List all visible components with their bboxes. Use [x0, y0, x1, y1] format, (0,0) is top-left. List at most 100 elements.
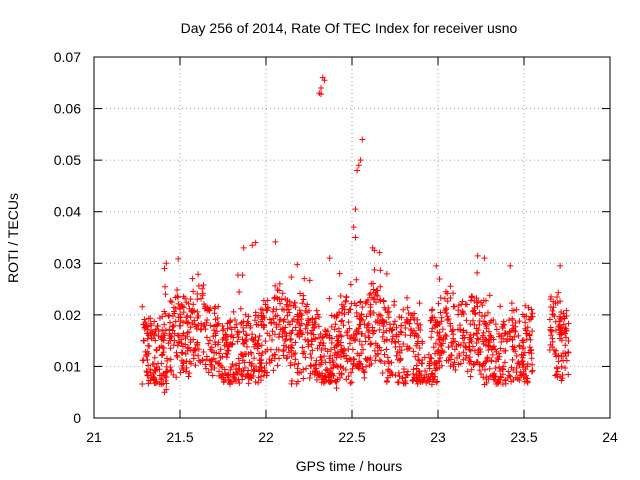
- data-point: [158, 375, 165, 382]
- data-point: [361, 369, 368, 376]
- data-point: [379, 320, 386, 327]
- data-point: [306, 277, 313, 284]
- data-point: [437, 294, 444, 301]
- data-point: [350, 360, 357, 367]
- data-point: [202, 361, 209, 368]
- data-point: [519, 311, 526, 318]
- data-point: [389, 371, 396, 378]
- data-point: [305, 341, 312, 348]
- data-point: [219, 323, 226, 330]
- data-point: [241, 359, 248, 366]
- data-point: [171, 330, 178, 337]
- data-point: [413, 365, 420, 372]
- data-point: [309, 338, 316, 345]
- data-point: [377, 358, 384, 365]
- data-point: [296, 290, 303, 297]
- data-point: [475, 327, 482, 334]
- data-point: [366, 334, 373, 341]
- data-point: [337, 353, 344, 360]
- data-point: [463, 352, 470, 359]
- data-point: [190, 355, 197, 362]
- data-point: [153, 346, 160, 353]
- data-point: [155, 333, 162, 340]
- data-point: [477, 346, 484, 353]
- data-point: [356, 338, 363, 345]
- data-point: [335, 341, 342, 348]
- data-point: [298, 369, 305, 376]
- data-point: [299, 331, 306, 338]
- data-point: [262, 338, 269, 345]
- data-point: [484, 309, 491, 316]
- data-point: [419, 357, 426, 364]
- data-point: [347, 369, 354, 376]
- data-point: [546, 347, 553, 353]
- data-point: [251, 367, 258, 374]
- data-point: [185, 319, 192, 326]
- data-point: [481, 381, 488, 388]
- data-point: [177, 369, 184, 376]
- data-point: [327, 346, 334, 353]
- data-point: [174, 353, 181, 360]
- data-point: [469, 317, 476, 324]
- data-point: [153, 347, 160, 354]
- data-point: [221, 366, 228, 373]
- data-point: [515, 332, 522, 339]
- data-point: [492, 321, 499, 328]
- data-point: [151, 367, 158, 374]
- data-point: [150, 374, 157, 381]
- data-point: [302, 336, 309, 343]
- data-point: [245, 313, 252, 320]
- data-point: [294, 313, 301, 320]
- data-point: [447, 356, 454, 363]
- data-point: [398, 314, 405, 321]
- data-point: [239, 376, 246, 383]
- data-point: [411, 310, 418, 317]
- data-point: [385, 358, 392, 365]
- data-point: [428, 328, 435, 335]
- data-point: [413, 371, 420, 378]
- data-point: [198, 295, 205, 302]
- data-point: [519, 361, 526, 368]
- data-point: [346, 340, 353, 347]
- data-point: [455, 302, 462, 309]
- x-tick-label: 23.5: [510, 429, 537, 445]
- data-point: [358, 311, 365, 318]
- data-point: [151, 354, 158, 361]
- data-point: [358, 341, 365, 348]
- data-point: [279, 290, 286, 297]
- data-point: [337, 363, 344, 370]
- data-point: [552, 327, 559, 334]
- data-point: [257, 360, 264, 367]
- data-point: [172, 318, 179, 325]
- data-point: [167, 298, 174, 305]
- data-point: [527, 336, 534, 343]
- data-point: [322, 327, 329, 334]
- data-point: [504, 331, 511, 338]
- data-point: [158, 343, 165, 350]
- data-point: [258, 364, 265, 371]
- y-tick-label: 0: [73, 410, 81, 426]
- data-point: [144, 323, 151, 330]
- data-point: [337, 348, 344, 355]
- data-point: [438, 343, 445, 350]
- data-point: [553, 353, 560, 360]
- data-point: [315, 334, 322, 341]
- data-point: [563, 307, 570, 314]
- data-point: [554, 368, 561, 375]
- data-point: [391, 318, 398, 325]
- y-tick-labels: 0 0.01 0.02 0.03 0.04 0.05 0.06 0.07: [54, 49, 81, 426]
- data-point: [298, 320, 305, 327]
- data-point: [303, 303, 310, 310]
- data-point: [192, 347, 199, 354]
- data-point: [305, 319, 312, 326]
- data-point: [223, 354, 230, 361]
- data-point: [428, 355, 435, 362]
- data-point: [479, 334, 486, 341]
- data-point: [296, 327, 303, 334]
- data-point: [377, 267, 384, 274]
- data-point: [449, 342, 456, 349]
- data-point: [528, 355, 535, 362]
- data-point: [300, 292, 307, 299]
- data-point: [467, 321, 474, 328]
- data-point: [159, 344, 166, 351]
